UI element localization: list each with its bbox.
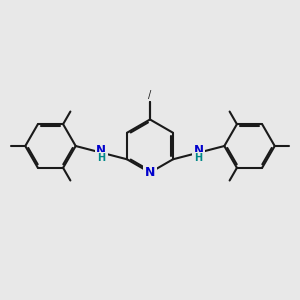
Text: /: /	[148, 90, 152, 100]
Text: N: N	[96, 144, 106, 157]
Text: N: N	[194, 144, 204, 157]
Text: H: H	[97, 153, 105, 163]
Text: H: H	[195, 153, 203, 163]
Text: N: N	[145, 166, 155, 179]
